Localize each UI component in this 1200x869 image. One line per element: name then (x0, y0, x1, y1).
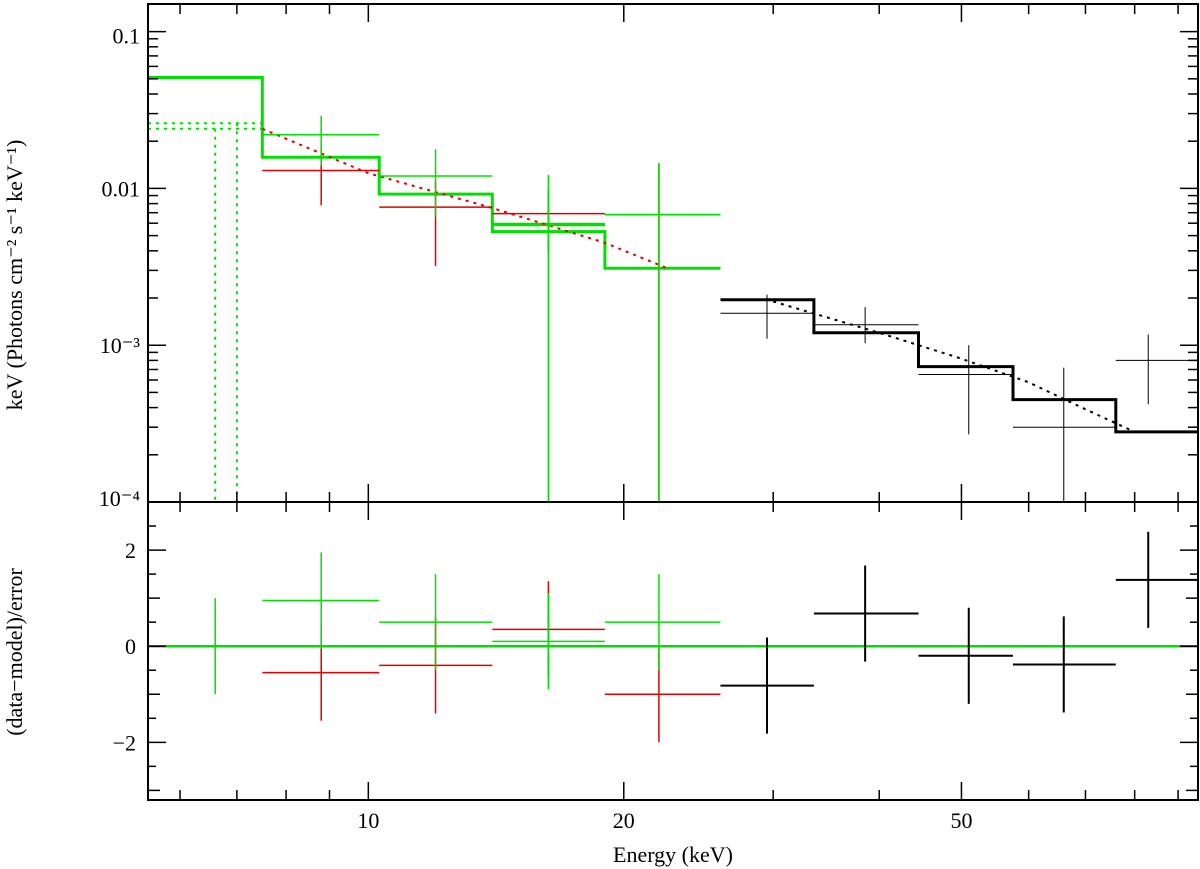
data-point-black-3 (1012, 367, 1116, 502)
y-tick-label-bottom: 0 (125, 634, 136, 659)
model-curve-black-5 (772, 300, 1136, 433)
y-tick-label-top: 10⁻³ (100, 333, 141, 358)
residual-ylabel: (data−model)/error (2, 568, 27, 736)
y-tick-label-top: 0.01 (102, 176, 141, 201)
data-point-black-4 (1115, 334, 1198, 405)
residual-point-red-3 (604, 646, 721, 743)
residual-plot-frame (147, 501, 1199, 801)
data-point-green-0 (262, 115, 380, 166)
model-step-black-2 (720, 298, 1198, 434)
residual-point-green-2 (379, 574, 493, 671)
spectrum-panel: 0.1 0.01 10⁻³ 10⁻⁴ keV (Photons cm⁻² s⁻¹ ke… (2, 3, 1199, 511)
x-tick-label: 10 (357, 808, 379, 833)
residual-marks (148, 531, 1198, 743)
residual-point-black-1 (813, 565, 919, 662)
residual-point-black-4 (1115, 531, 1198, 628)
energy-xlabel: Energy (keV) (613, 842, 733, 867)
spectrum-ylabel: keV (Photons cm⁻² s⁻¹ keV⁻¹) (2, 140, 27, 411)
x-tick-label: 50 (950, 808, 972, 833)
y-tick-label-bottom: −2 (113, 730, 136, 755)
data-point-black-2 (918, 345, 1013, 435)
residual-point-green-3 (492, 593, 605, 690)
data-point-black-1 (813, 307, 919, 344)
data-point-black-0 (720, 294, 814, 339)
residual-point-black-0 (720, 637, 814, 734)
residual-point-black-2 (918, 607, 1013, 704)
model-step-green-0 (148, 76, 721, 270)
x-tick-label: 20 (613, 808, 635, 833)
residual-point-green-1 (262, 552, 380, 649)
data-point-green-1 (379, 149, 493, 217)
y-tick-label-top: 10⁻⁴ (99, 486, 141, 511)
spectrum-marks (148, 76, 1198, 502)
residual-point-black-3 (1012, 616, 1116, 713)
data-point-green-3 (604, 163, 721, 502)
spectrum-ticks: 0.1 0.01 10⁻³ 10⁻⁴ (99, 4, 1198, 511)
y-tick-label-top: 0.1 (113, 24, 141, 49)
data-point-green-2 (492, 174, 605, 502)
y-tick-label-bottom: 2 (125, 538, 136, 563)
residual-point-green-4 (604, 574, 721, 671)
model-curve-red-4 (261, 127, 668, 270)
